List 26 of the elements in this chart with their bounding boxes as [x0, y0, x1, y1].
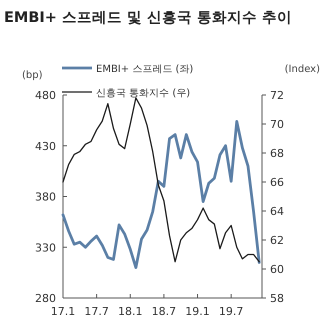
y-tick-label: 330	[35, 241, 56, 254]
legend-label: EMBI+ 스프레드 (좌)	[96, 64, 194, 75]
line-series	[62, 120, 261, 269]
y2-tick-label: 66	[270, 176, 284, 189]
chart-title: EMBI+ 스프레드 및 신흥국 통화지수 추이	[4, 10, 292, 26]
y2-tick-label: 60	[270, 263, 284, 276]
y2-tick-label: 72	[270, 89, 284, 102]
x-tick-label: 19.1	[185, 305, 210, 318]
x-tick-label: 17.1	[50, 305, 76, 318]
y2-axis-title: (Index)	[284, 64, 320, 75]
line-series	[62, 97, 260, 262]
y2-tick-label: 64	[270, 205, 284, 218]
legend-label: 신흥국 통화지수 (우)	[96, 88, 190, 99]
x-tick-label: 18.1	[118, 305, 143, 318]
y2-tick-label: 58	[270, 292, 284, 305]
y-tick-label: 430	[35, 140, 56, 153]
y-axis-title: (bp)	[22, 70, 43, 81]
y-tick-label: 380	[35, 190, 56, 204]
y-tick-label: 280	[35, 292, 56, 305]
x-tick-label: 17.7	[84, 305, 109, 318]
y-tick-label: 480	[35, 89, 56, 102]
x-tick-label: 18.7	[152, 305, 176, 318]
y2-tick-label: 68	[270, 147, 284, 160]
y2-tick-label: 62	[270, 234, 284, 247]
y2-tick-label: 70	[270, 118, 284, 131]
x-tick-label: 19.7	[218, 305, 244, 318]
